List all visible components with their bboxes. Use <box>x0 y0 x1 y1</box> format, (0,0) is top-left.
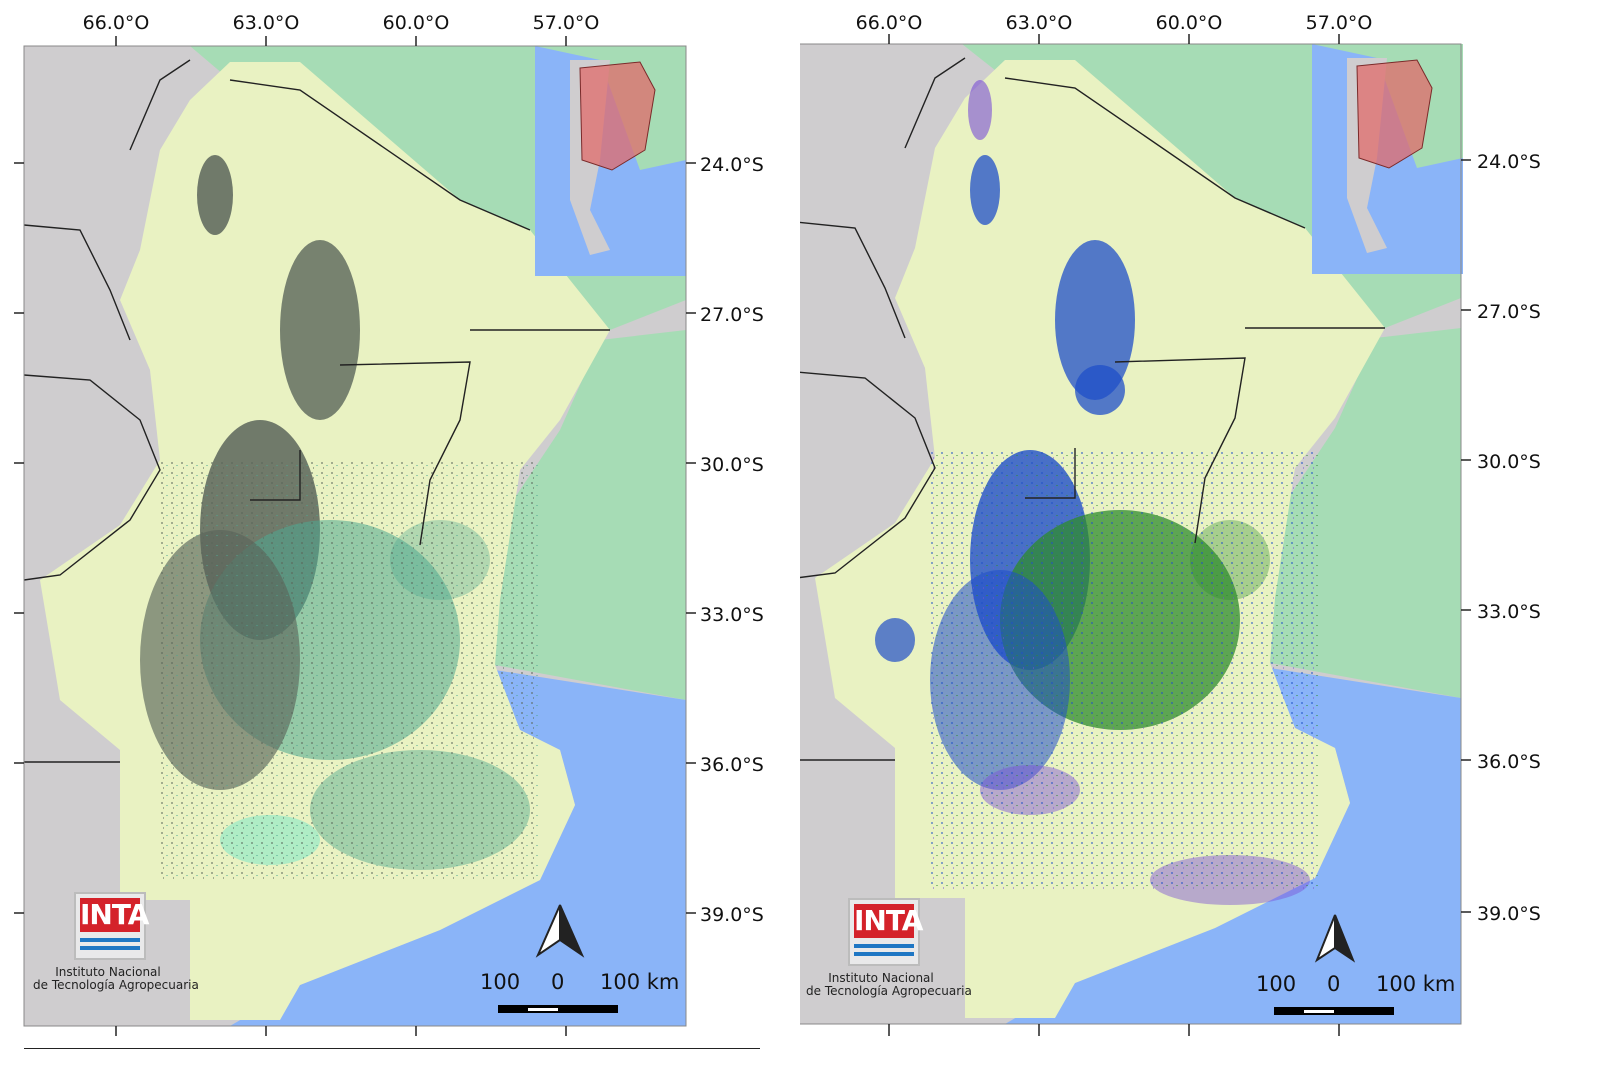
latitude-label: 36.0°S <box>700 754 764 776</box>
map-canvas-right <box>800 34 1471 1036</box>
scale-label-right: 100 km <box>600 970 680 994</box>
classified-pixels-left <box>140 155 540 880</box>
inset-locator-map <box>535 46 686 276</box>
class-cluster <box>280 240 360 420</box>
inset-study-highlight <box>1356 59 1433 169</box>
latitude-label: 27.0°S <box>700 304 764 326</box>
class-texture <box>930 450 1320 890</box>
class-cluster <box>1075 365 1125 415</box>
border-line <box>23 224 131 341</box>
border-line <box>1114 357 1246 544</box>
inta-logo: INTA <box>848 898 923 966</box>
class-cluster <box>970 155 1000 225</box>
border-line <box>339 361 471 546</box>
map-frame <box>800 43 1462 1025</box>
longitude-label: 60.0°O <box>1155 12 1223 34</box>
bottom-rule <box>24 1048 760 1049</box>
latitude-label: 30.0°S <box>700 454 764 476</box>
border-line <box>1004 77 1306 229</box>
inset-locator-map <box>1312 44 1463 274</box>
longitude-label: 66.0°O <box>82 12 150 34</box>
inta-logo: INTA <box>74 892 149 960</box>
classified-pixels-right <box>875 80 1320 905</box>
class-cluster <box>875 618 915 662</box>
border-line <box>129 59 191 151</box>
latitude-label: 39.0°S <box>700 904 764 926</box>
scale-label-left: 100 <box>480 970 521 994</box>
organization-name: Instituto Nacional de Tecnología Agropec… <box>806 971 972 998</box>
border-line <box>229 79 531 231</box>
ocean <box>1005 668 1461 1024</box>
longitude-label: 66.0°O <box>855 12 923 34</box>
latitude-label: 24.0°S <box>700 154 764 176</box>
scale-label-center: 0 <box>551 970 565 994</box>
map-panel-right: 66.0°O 63.0°O 60.0°O 57.0°O 24.0°S 27.0°… <box>800 0 1600 1070</box>
side-ticks <box>14 162 696 914</box>
side-ticks <box>1461 159 1471 913</box>
latitude-label: 24.0°S <box>1477 151 1541 173</box>
class-cluster <box>1055 240 1135 400</box>
longitude-label: 57.0°O <box>532 12 600 34</box>
inset-study-highlight <box>579 61 656 171</box>
map-frame <box>23 45 687 1027</box>
longitude-label: 63.0°O <box>1005 12 1073 34</box>
admin-borders-right <box>800 57 1385 761</box>
map-panel-left: 66.0°O 63.0°O 60.0°O 57.0°O 24.0°S 27.0°… <box>14 12 764 1049</box>
class-cluster <box>968 80 992 140</box>
vegetation-region-east <box>495 330 686 700</box>
bottom-ticks <box>888 1024 1340 1036</box>
org-name-line1: Instituto Nacional <box>828 971 934 985</box>
org-name-line2: de Tecnología Agropecuaria <box>806 984 972 998</box>
scale-bar <box>498 1005 618 1013</box>
class-cluster <box>197 155 233 235</box>
border-line <box>23 374 161 581</box>
border-line <box>250 450 301 501</box>
scale-label-right: 100 km <box>1376 972 1456 996</box>
longitude-label: 60.0°O <box>382 12 450 34</box>
longitude-label: 63.0°O <box>232 12 300 34</box>
latitude-label: 39.0°S <box>1477 903 1541 925</box>
org-name-line2: de Tecnología Agropecuaria <box>33 978 199 992</box>
latitude-label: 33.0°S <box>700 604 764 626</box>
admin-borders-left <box>23 59 610 763</box>
latitude-label: 30.0°S <box>1477 451 1541 473</box>
border-line <box>800 371 936 579</box>
scale-label-left: 100 <box>1256 972 1297 996</box>
border-line <box>800 221 906 339</box>
class-texture <box>160 460 540 880</box>
latitude-label: 27.0°S <box>1477 301 1541 323</box>
logo-acronym: INTA <box>854 904 923 938</box>
north-arrow-icon <box>535 904 585 958</box>
organization-name: Instituto Nacional de Tecnología Agropec… <box>33 965 199 992</box>
map-canvas-left <box>14 36 696 1036</box>
scale-bar <box>1274 1007 1394 1015</box>
latitude-label: 36.0°S <box>1477 751 1541 773</box>
scale-label-center: 0 <box>1327 972 1341 996</box>
north-arrow-icon <box>1314 914 1356 963</box>
org-name-line1: Instituto Nacional <box>55 965 161 979</box>
top-ticks <box>115 36 567 46</box>
longitude-label: 57.0°O <box>1305 12 1373 34</box>
bottom-ticks <box>115 1026 567 1036</box>
border-line <box>904 57 966 149</box>
border-line <box>1025 448 1076 499</box>
top-ticks <box>888 34 1340 44</box>
latitude-label: 33.0°S <box>1477 601 1541 623</box>
logo-acronym: INTA <box>80 898 149 932</box>
